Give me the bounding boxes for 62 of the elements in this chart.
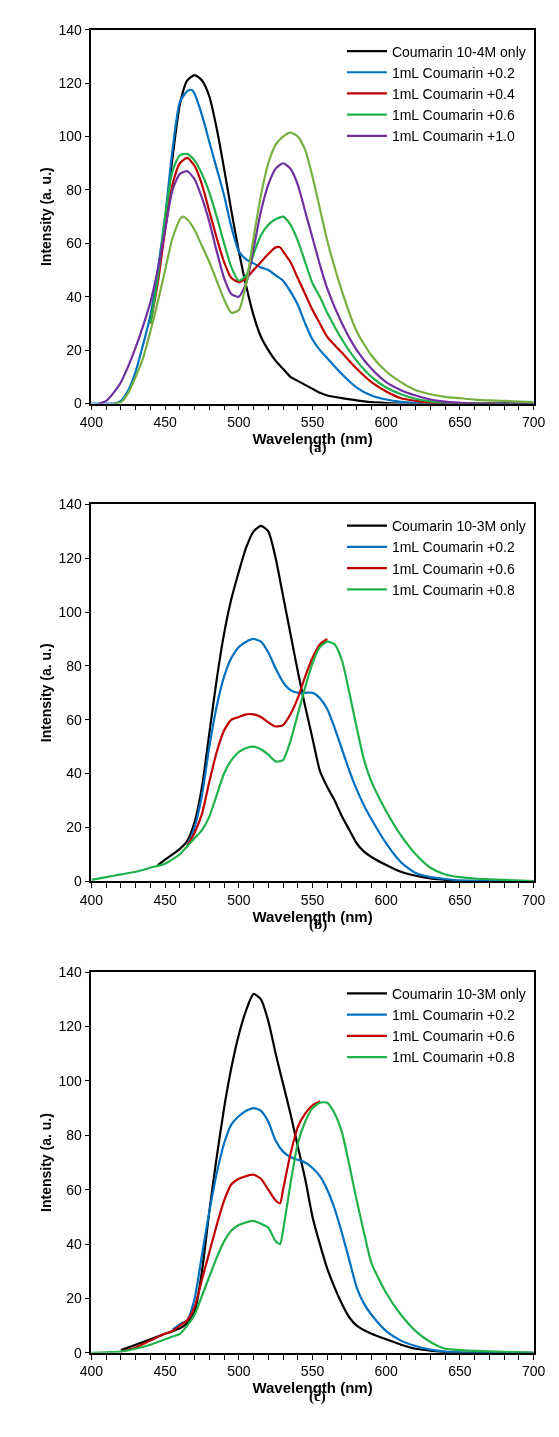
x-tick-label: 400 — [79, 891, 104, 908]
y-tick-label: 0 — [74, 873, 83, 890]
x-tick-label: 700 — [521, 891, 546, 908]
y-tick-label: 120 — [58, 550, 83, 567]
x-tick-label: 700 — [521, 1363, 546, 1380]
y-tick-label: 20 — [66, 1290, 83, 1307]
legend-label: 1mL Coumarin +0.2 — [391, 539, 515, 556]
x-tick-label: 650 — [448, 1363, 472, 1380]
y-tick-label: 80 — [66, 1127, 83, 1144]
legend-label: Coumarin 10-4M only — [391, 43, 526, 60]
y-tick-label: 80 — [66, 657, 83, 674]
y-axis-title: Intensity (a. u.) — [37, 1113, 54, 1212]
y-axis-title: Intensity (a. u.) — [37, 643, 54, 743]
y-tick-label: 40 — [66, 288, 83, 305]
legend-label: 1mL Coumarin +0.6 — [391, 560, 515, 577]
y-tick-label: 60 — [66, 235, 83, 252]
legend-label: 1mL Coumarin +1.0 — [391, 128, 515, 145]
y-tick-label: 0 — [74, 1344, 83, 1361]
y-tick-label: 140 — [58, 964, 83, 981]
legend-label: Coumarin 10-3M only — [391, 985, 526, 1002]
x-tick-label: 550 — [300, 891, 325, 908]
y-tick-label: 140 — [58, 496, 83, 513]
x-tick-label: 550 — [300, 414, 325, 431]
x-tick-label: 600 — [374, 1363, 399, 1380]
x-tick-label: 400 — [79, 414, 104, 431]
legend-label: 1mL Coumarin +0.2 — [391, 64, 515, 81]
x-tick-label: 650 — [448, 891, 472, 908]
x-tick-label: 600 — [374, 891, 399, 908]
x-tick-label: 550 — [300, 1363, 325, 1380]
y-tick-label: 60 — [66, 1181, 83, 1198]
line-series — [91, 640, 534, 882]
y-tick-label: 20 — [66, 819, 83, 836]
legend-label: 1mL Coumarin +0.6 — [391, 1028, 515, 1045]
legend-label: 1mL Coumarin +0.8 — [391, 581, 515, 598]
y-tick-label: 100 — [58, 128, 83, 145]
y-tick-label: 80 — [66, 181, 83, 198]
x-tick-label: 450 — [153, 891, 178, 908]
x-tick-label: 500 — [227, 1363, 251, 1380]
y-axis-title: Intensity (a. u.) — [37, 167, 54, 267]
x-tick-label: 500 — [227, 891, 251, 908]
y-tick-label: 100 — [58, 1072, 83, 1089]
x-tick-label: 450 — [153, 414, 178, 431]
legend-label: 1mL Coumarin +0.4 — [391, 85, 515, 102]
y-tick-label: 100 — [58, 603, 83, 620]
x-tick-label: 450 — [153, 1363, 178, 1380]
y-tick-label: 40 — [66, 1235, 83, 1252]
x-tick-label: 400 — [79, 1363, 104, 1380]
x-tick-label: 700 — [521, 414, 546, 431]
x-tick-label: 650 — [448, 414, 472, 431]
legend-label: 1mL Coumarin +0.8 — [391, 1049, 515, 1066]
y-tick-label: 0 — [74, 395, 83, 412]
legend-label: Coumarin 10-3M only — [391, 518, 526, 535]
y-tick-label: 60 — [66, 711, 83, 728]
y-tick-label: 140 — [58, 21, 83, 38]
x-tick-label: 500 — [227, 414, 251, 431]
y-tick-label: 120 — [58, 1018, 83, 1035]
y-tick-label: 120 — [58, 75, 83, 92]
y-tick-label: 40 — [66, 765, 83, 782]
legend-label: 1mL Coumarin +0.2 — [391, 1007, 515, 1024]
y-tick-label: 20 — [66, 342, 83, 359]
legend-label: 1mL Coumarin +0.6 — [391, 107, 515, 124]
x-tick-label: 600 — [374, 414, 399, 431]
